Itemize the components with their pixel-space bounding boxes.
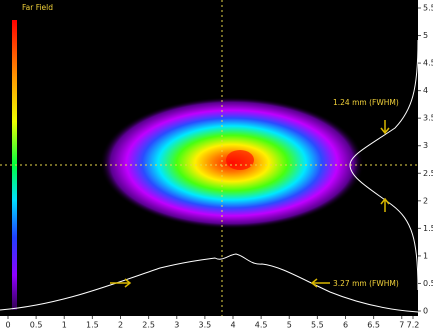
y-tick-label: 2.5 — [423, 169, 433, 178]
y-tick-label: 1 — [423, 251, 428, 260]
x-tick-label: 4 — [230, 321, 235, 330]
x-tick-label: 7 — [399, 321, 404, 330]
fwhm-label: 1.24 mm (FWHM) — [333, 98, 399, 107]
x-tick-label: 1.5 — [86, 321, 99, 330]
x-tick-label: 4.5 — [255, 321, 268, 330]
y-tick-label: 0.5 — [423, 279, 433, 288]
y-tick-label: 2 — [423, 196, 428, 205]
image-title: Far Field — [22, 3, 53, 12]
x-tick-label: 6 — [343, 321, 348, 330]
x-tick-label: 1 — [62, 321, 67, 330]
fwhm-label: 3.27 mm (FWHM) — [333, 279, 399, 288]
y-tick-label: 1.5 — [423, 224, 433, 233]
x-tick-label: 2.5 — [142, 321, 155, 330]
x-tick-label: 2 — [118, 321, 123, 330]
y-tick-label: 4.5 — [423, 59, 433, 68]
x-tick-label: 5 — [287, 321, 292, 330]
x-tick-label: 7.2 — [407, 321, 420, 330]
y-tick-label: 0 — [423, 307, 428, 316]
x-tick-label: 3.5 — [199, 321, 212, 330]
beam-hotspot — [226, 150, 254, 170]
x-tick-label: 0.5 — [30, 321, 43, 330]
y-tick-label: 3 — [423, 141, 428, 150]
y-tick-label: 5 — [423, 31, 428, 40]
x-tick-label: 5.5 — [311, 321, 324, 330]
y-tick-label: 3.5 — [423, 114, 433, 123]
x-tick-label: 6.5 — [367, 321, 380, 330]
x-tick-label: 3 — [174, 321, 179, 330]
x-tick-label: 0 — [5, 321, 10, 330]
y-tick-label: 4 — [423, 86, 428, 95]
y-tick-label: 5.5 — [423, 4, 433, 13]
beam-profiler-view: Far Field 1.24 mm (FWHM) 3.27 mm (FWHM) … — [0, 0, 433, 331]
